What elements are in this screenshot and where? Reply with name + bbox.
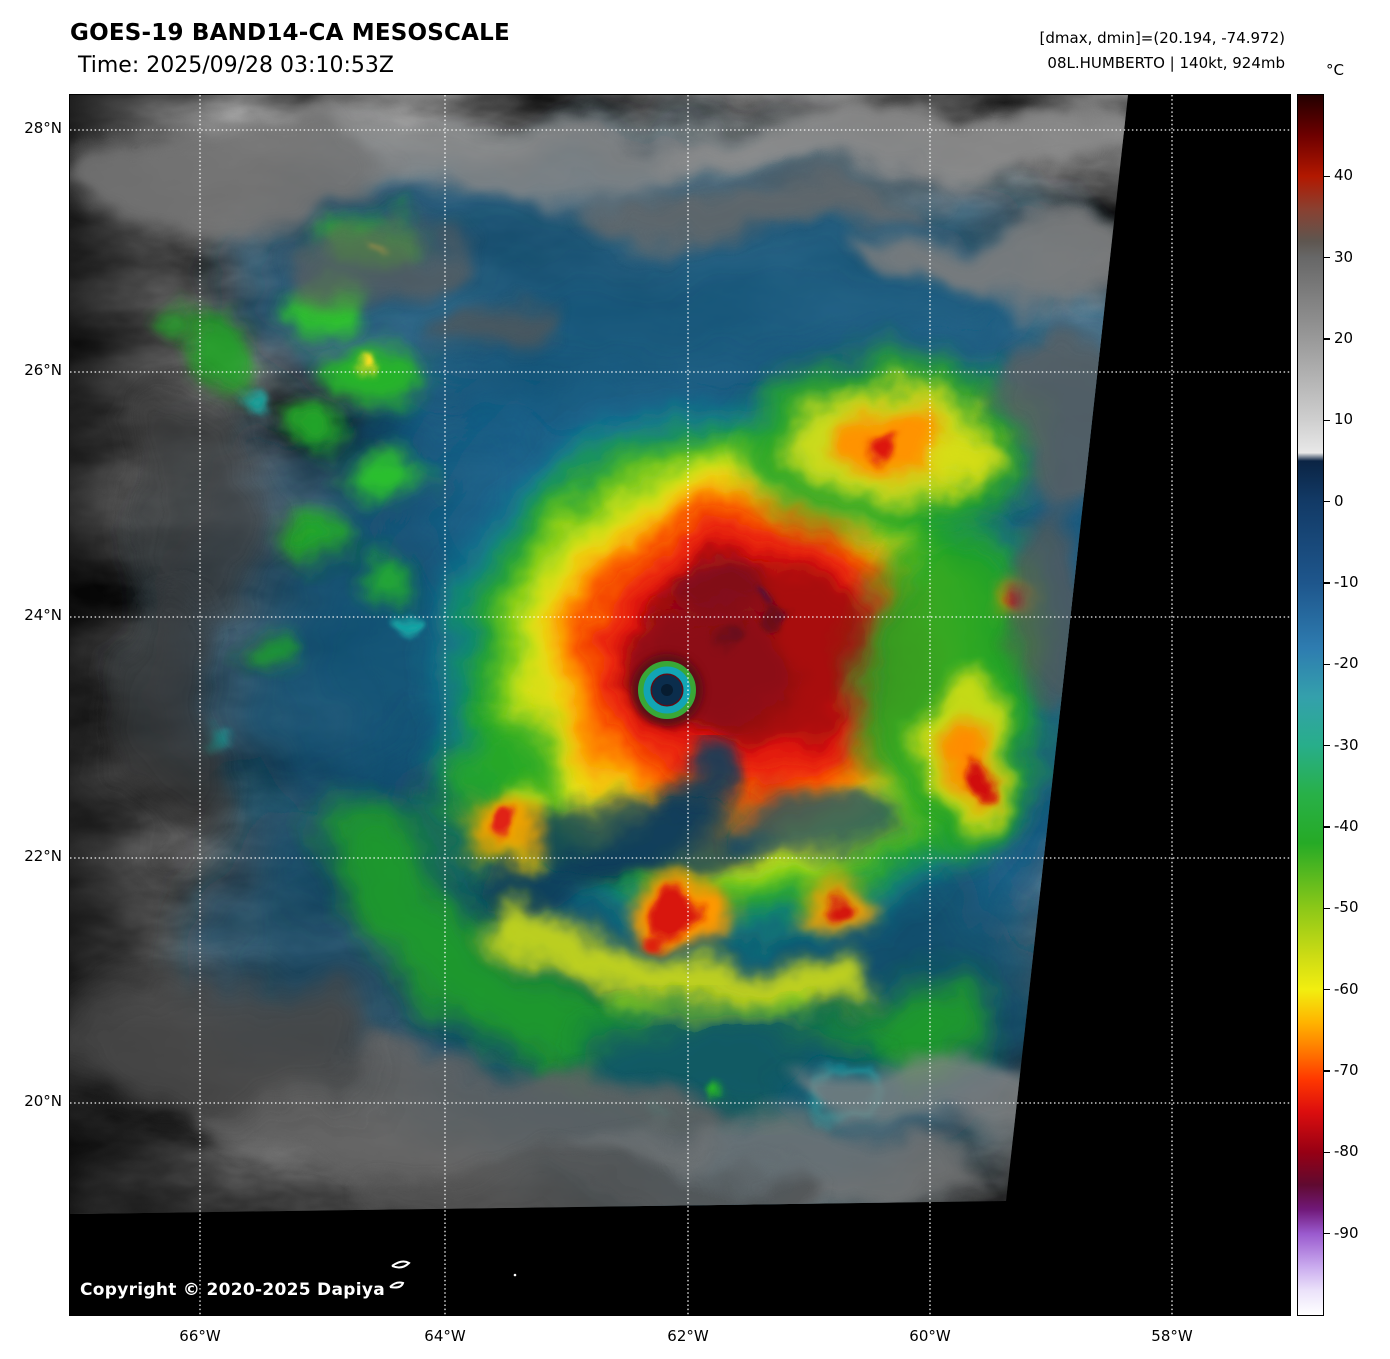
colorbar-tick-label: -40: [1334, 817, 1359, 835]
dry-slot-moat: [477, 744, 895, 918]
map-plot: [69, 94, 1291, 1316]
lon-tick-label: 62°W: [667, 1327, 709, 1345]
lat-tick-label: 24°N: [24, 606, 62, 624]
colorbar-tick: [1324, 338, 1330, 340]
colorbar-tick: [1324, 582, 1330, 584]
lon-tick-label: 58°W: [1151, 1327, 1193, 1345]
lat-tick-label: 26°N: [24, 361, 62, 379]
colorbar-tick-label: 30: [1334, 247, 1354, 266]
colorbar-tick: [1324, 500, 1330, 503]
colorbar-tick-label: 20: [1334, 329, 1354, 347]
colorbar-tick-label: -80: [1334, 1142, 1359, 1161]
colorbar-tick: [1324, 663, 1330, 666]
colorbar-tick: [1324, 744, 1330, 747]
header-info: [dmax, dmin]=(20.194, -74.972) 08L.HUMBE…: [1040, 26, 1285, 76]
colorbar-tick: [1324, 1232, 1330, 1235]
colorbar-tick-label: -90: [1334, 1223, 1359, 1242]
lat-tick-label: 22°N: [24, 847, 62, 865]
colorbar-tick-label: -20: [1334, 654, 1359, 673]
colorbar-tick-label: -50: [1334, 898, 1359, 917]
colorbar-tick-label: 0: [1334, 491, 1344, 510]
colorbar-tick: [1324, 256, 1330, 259]
hurricane-eye: [631, 654, 703, 726]
plot-title: GOES-19 BAND14-CA MESOSCALE: [70, 20, 510, 46]
colorbar-tick: [1324, 419, 1330, 422]
colorbar: [1297, 94, 1324, 1316]
storm-info-label: 08L.HUMBERTO | 140kt, 924mb: [1047, 54, 1285, 72]
lat-tick-label: 20°N: [24, 1092, 62, 1110]
lon-tick-label: 60°W: [909, 1327, 951, 1345]
colorbar-tick-label: -30: [1334, 735, 1359, 754]
data-region: [70, 95, 1128, 1214]
colorbar-tick-label: -10: [1334, 573, 1359, 591]
colorbar-tick-label: -60: [1334, 979, 1359, 998]
colorbar-tick: [1324, 988, 1330, 991]
gray-cloud-streaks: [70, 109, 1128, 1214]
colorbar-tick-label: 10: [1334, 410, 1354, 429]
colorbar-tick: [1324, 1070, 1330, 1072]
copyright-label: Copyright © 2020-2025 Dapiya: [80, 1280, 385, 1300]
colorbar-tick: [1324, 826, 1330, 828]
lat-tick-label: 28°N: [24, 119, 62, 137]
satellite-image: [70, 95, 1290, 1315]
colorbar-tick: [1324, 1151, 1330, 1154]
bermuda-islands: [389, 1260, 517, 1289]
colorbar-tick-label: -70: [1334, 1061, 1359, 1079]
northeast-band: [740, 362, 1050, 855]
colorbar-tick: [1324, 175, 1330, 178]
lon-tick-label: 66°W: [179, 1327, 221, 1345]
dmax-dmin-label: [dmax, dmin]=(20.194, -74.972): [1039, 29, 1285, 47]
colorbar-unit-label: °C: [1326, 61, 1344, 79]
plot-time: Time: 2025/09/28 03:10:53Z: [78, 53, 394, 78]
lon-tick-label: 64°W: [424, 1327, 466, 1345]
colorbar-tick: [1324, 907, 1330, 910]
colorbar-tick-label: 40: [1334, 166, 1354, 185]
